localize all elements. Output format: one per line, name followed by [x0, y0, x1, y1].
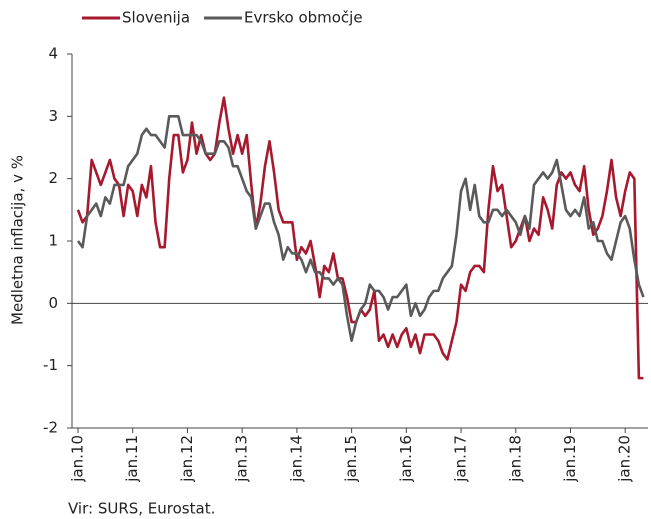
series-line	[76, 115, 645, 343]
y-tick-label: -1	[43, 356, 58, 374]
x-tick-label: jan.16	[397, 435, 415, 483]
y-tick-label: 0	[48, 294, 58, 312]
x-tick-label: jan.12	[178, 435, 196, 483]
x-tick-label: jan.10	[69, 435, 87, 483]
y-tick-label: 1	[48, 232, 58, 250]
x-tick-label: jan.13	[233, 435, 251, 483]
y-tick-label: -2	[43, 419, 58, 437]
x-tick-label: jan.20	[616, 435, 634, 483]
legend-label: Slovenija	[122, 9, 190, 27]
y-axis-label: Medletna inflacija, v %	[9, 155, 27, 325]
series-line	[76, 96, 644, 380]
y-tick-label: 2	[48, 169, 58, 187]
x-tick-label: jan.11	[123, 435, 141, 483]
x-tick-label: jan.19	[561, 435, 579, 483]
x-tick-label: jan.15	[342, 435, 360, 483]
legend-label: Evrsko območje	[244, 9, 363, 27]
x-tick-label: jan.17	[452, 435, 470, 483]
source-note: Vir: SURS, Eurostat.	[68, 500, 215, 518]
x-tick-label: jan.18	[506, 435, 524, 483]
y-tick-label: 3	[48, 107, 58, 125]
x-tick-label: jan.14	[287, 435, 305, 483]
y-tick-label: 4	[48, 45, 58, 63]
